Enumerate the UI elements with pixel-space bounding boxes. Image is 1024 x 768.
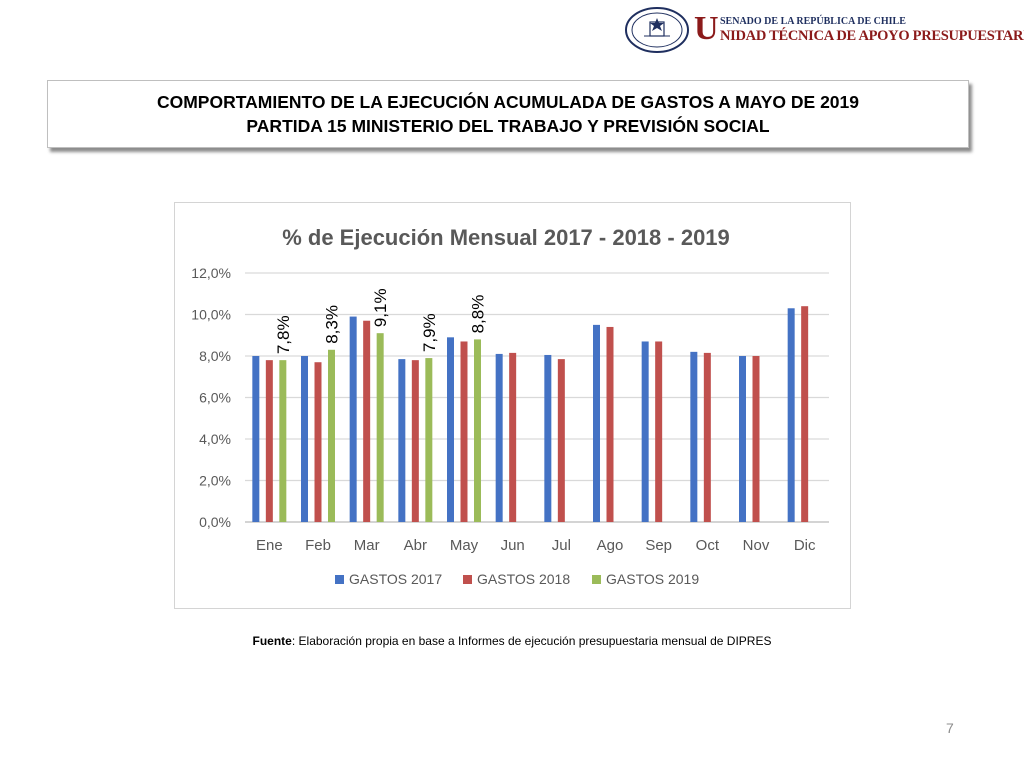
bar-gastos-2017 [252,356,260,522]
bar-gastos-2018 [606,326,614,522]
logo-unidad-line: NIDAD TÉCNICA DE APOYO PRESUPUESTARIO [720,28,1024,44]
bar-gastos-2018 [314,362,322,522]
data-label-2019: 7,9% [420,313,439,352]
bar-gastos-2018 [801,306,809,522]
bar-gastos-2017 [593,324,600,522]
y-tick-label: 10,0% [191,307,231,323]
y-tick-label: 4,0% [199,431,231,447]
bar-gastos-2017 [641,341,649,522]
bar-gastos-2017 [301,356,308,522]
source-label: Fuente [252,634,292,648]
bar-gastos-2017 [349,316,357,522]
x-tick-label: Jul [552,537,571,554]
legend-label: GASTOS 2017 [349,571,442,587]
legend-swatch [335,575,344,584]
logo-senado-line: SENADO DE LA REPÚBLICA DE CHILE [720,16,906,27]
bar-gastos-2017 [544,354,552,522]
bar-gastos-2018 [655,341,663,522]
x-axis-ticks: Ene Feb Mar Abr May Jun Jul Ago Sep Oct Nov Dic [256,537,816,554]
x-tick-label: Sep [645,537,672,554]
unidad-tecnica-logo: U SENADO DE LA REPÚBLICA DE CHILE NIDAD … [694,12,1024,52]
chart-legend: GASTOS 2017 GASTOS 2018 GASTOS 2019 [335,571,699,587]
bar-gastos-2019 [279,360,287,522]
bar-gastos-2017 [690,351,698,522]
bar-gastos-2019 [376,333,384,522]
slide-title-line1: COMPORTAMIENTO DE LA EJECUCIÓN ACUMULADA… [156,92,860,112]
bar-gastos-2019 [425,358,433,522]
x-tick-label: May [450,537,479,554]
x-tick-label: Jun [501,537,525,554]
bar-gastos-2018 [363,320,371,522]
bar-gastos-2019 [474,339,481,522]
bar-gastos-2018 [265,360,273,522]
data-label-2019: 8,3% [323,305,342,344]
source-note: Fuente: Elaboración propia en base a Inf… [0,634,1024,648]
y-tick-label: 12,0% [191,265,231,281]
x-tick-label: Mar [354,537,380,554]
x-tick-label: Oct [696,537,720,554]
senado-seal-logo [624,6,690,54]
bar-gastos-2017 [739,356,746,522]
bar-gastos-2019 [328,349,335,522]
gridlines [245,272,829,523]
bars [252,306,809,522]
data-label-2019: 7,8% [274,315,293,354]
y-tick-label: 2,0% [199,473,231,489]
execution-bar-chart: % de Ejecución Mensual 2017 - 2018 - 201… [191,225,829,587]
bar-gastos-2017 [787,308,795,522]
bar-gastos-2017 [398,359,406,522]
x-tick-label: Ago [597,537,624,554]
bar-gastos-2018 [557,359,565,522]
x-tick-label: Dic [794,537,816,554]
source-text: : Elaboración propia en base a Informes … [291,634,772,648]
bar-gastos-2018 [411,360,419,522]
y-axis-ticks: 0,0% 2,0% 4,0% 6,0% 8,0% 10,0% 12,0% [191,265,231,530]
chart-frame: % de Ejecución Mensual 2017 - 2018 - 201… [174,202,851,609]
y-tick-label: 6,0% [199,390,231,406]
x-tick-label: Ene [256,537,283,554]
bar-gastos-2018 [752,356,760,522]
bar-gastos-2018 [703,352,711,522]
legend-swatch [463,575,472,584]
chart-title: % de Ejecución Mensual 2017 - 2018 - 201… [282,225,730,250]
slide-title-line2: PARTIDA 15 MINISTERIO DEL TRABAJO Y PREV… [246,116,770,136]
data-label-2019: 9,1% [371,288,390,327]
legend-label: GASTOS 2018 [477,571,570,587]
legend-swatch [592,575,601,584]
data-label-2019: 8,8% [469,295,488,334]
x-tick-label: Nov [743,537,770,554]
bar-gastos-2018 [509,352,517,522]
bar-gastos-2018 [460,341,468,522]
bar-gastos-2017 [495,353,503,522]
page-number: 7 [946,720,954,736]
legend-label: GASTOS 2019 [606,571,699,587]
y-tick-label: 0,0% [199,514,231,530]
logo-initial: U [694,10,719,47]
x-tick-label: Feb [305,537,331,554]
data-labels: 7,8% 8,3% 9,1% 7,9% 8,8% [274,288,488,354]
slide-title-box: COMPORTAMIENTO DE LA EJECUCIÓN ACUMULADA… [47,80,969,148]
y-tick-label: 8,0% [199,348,231,364]
bar-gastos-2017 [447,337,454,522]
x-tick-label: Abr [404,537,427,554]
